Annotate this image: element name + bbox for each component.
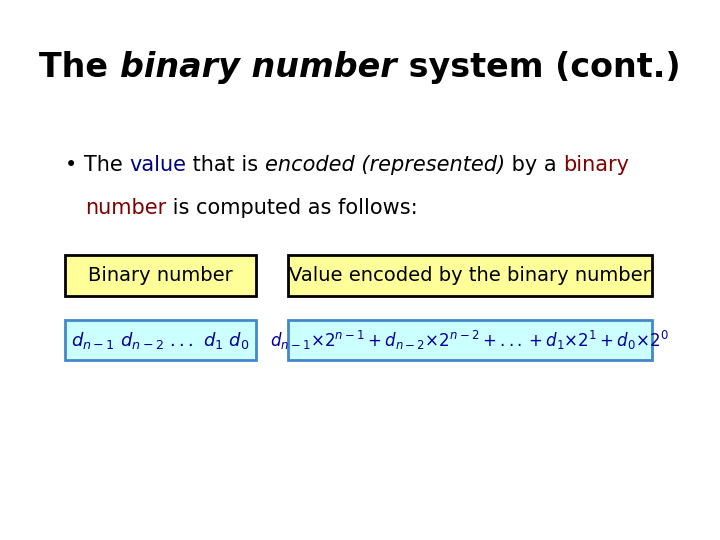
Text: Binary number: Binary number [88, 266, 233, 285]
Text: The: The [40, 51, 120, 84]
Text: $d_{n-1}\ d_{n-2}\ ...\ d_{1}\ d_{0}$: $d_{n-1}\ d_{n-2}\ ...\ d_{1}\ d_{0}$ [71, 330, 249, 350]
Text: by a: by a [505, 154, 563, 175]
Text: value: value [129, 154, 186, 175]
Text: $d_{n-1}{\times}2^{n-1}+d_{n-2}{\times}2^{n-2}+...+d_{1}{\times}2^{1}+d_{0}{\tim: $d_{n-1}{\times}2^{n-1}+d_{n-2}{\times}2… [271, 329, 669, 352]
Text: is computed as follows:: is computed as follows: [166, 198, 418, 218]
Text: Value encoded by the binary number: Value encoded by the binary number [289, 266, 651, 285]
Text: binary: binary [563, 154, 629, 175]
Text: system (cont.): system (cont.) [397, 51, 680, 84]
Text: that is: that is [186, 154, 265, 175]
Text: • The: • The [65, 154, 129, 175]
Text: binary number: binary number [120, 51, 397, 84]
Text: number: number [85, 198, 166, 218]
Text: encoded (represented): encoded (represented) [265, 154, 505, 175]
